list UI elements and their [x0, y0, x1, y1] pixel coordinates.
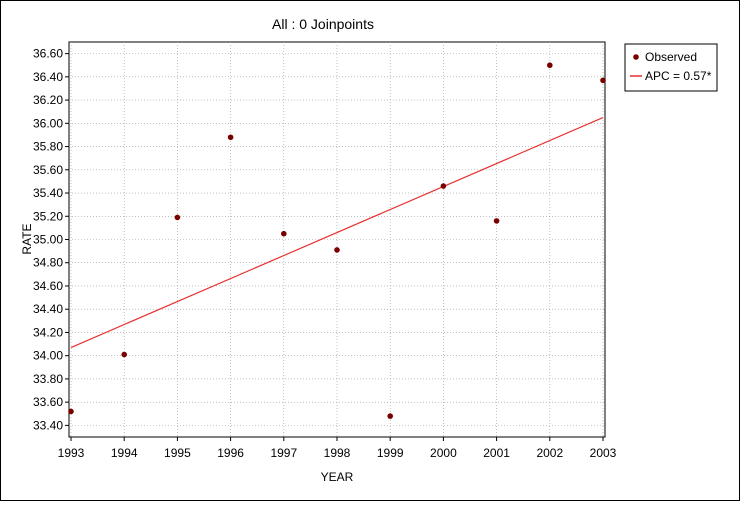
observed-point [493, 218, 500, 224]
x-tick-label: 1996 [217, 446, 244, 460]
y-tick-label: 33.40 [33, 418, 63, 432]
observed-point [387, 413, 394, 419]
apc-fit-line [70, 116, 604, 349]
x-axis-label: YEAR [321, 470, 354, 484]
y-tick-label: 34.00 [33, 349, 63, 363]
chart-title: All : 0 Joinpoints [272, 16, 374, 32]
y-tick-label: 35.00 [33, 233, 63, 247]
legend-box [624, 43, 718, 92]
y-tick-label: 36.40 [33, 70, 63, 84]
x-tick-label: 1997 [270, 446, 297, 460]
x-tick-label: 2001 [483, 446, 510, 460]
grid [69, 42, 605, 437]
x-tick-label: 1993 [58, 446, 85, 460]
y-axis: 33.40 33.60 33.80 34.00 34.20 34.40 34.60 34.80… [33, 47, 69, 432]
y-tick-label: 34.80 [33, 256, 63, 270]
x-tick-label: 1998 [324, 446, 351, 460]
y-tick-label: 35.80 [33, 140, 63, 154]
y-tick-label: 33.80 [33, 372, 63, 386]
chart-marks [68, 62, 606, 419]
legend-observed-label: Observed [645, 50, 697, 64]
y-tick-label: 35.20 [33, 209, 63, 223]
y-tick-label: 34.40 [33, 302, 63, 316]
legend-observed-marker [633, 54, 639, 60]
y-tick-label: 34.20 [33, 325, 63, 339]
x-axis: 1993 1994 1995 1996 1997 1998 1999 2000 2001 2002… [58, 437, 617, 460]
x-tick-label: 2000 [430, 446, 457, 460]
y-tick-label: 36.60 [33, 47, 63, 61]
legend: Observed APC = 0.57* [624, 43, 718, 92]
observed-point [174, 214, 181, 221]
legend-apc-label: APC = 0.57* [645, 69, 712, 83]
y-tick-label: 35.40 [33, 186, 63, 200]
x-tick-label: 2002 [536, 446, 563, 460]
observed-point [334, 247, 340, 253]
y-tick-label: 36.20 [33, 93, 63, 107]
observed-point [547, 62, 553, 69]
observed-point [68, 408, 74, 415]
observed-point [600, 77, 606, 84]
x-tick-label: 1999 [377, 446, 404, 460]
y-tick-label: 36.00 [33, 116, 63, 130]
observed-point [440, 183, 447, 189]
x-tick-label: 1995 [164, 446, 191, 460]
x-tick-label: 2003 [590, 446, 617, 460]
observed-point [281, 230, 287, 237]
y-tick-label: 34.60 [33, 279, 63, 293]
y-tick-label: 33.60 [33, 395, 63, 409]
observed-point [227, 134, 234, 141]
y-tick-label: 35.60 [33, 163, 63, 177]
y-axis-label: RATE [20, 223, 34, 254]
x-tick-label: 1994 [111, 446, 138, 460]
observed-point [121, 351, 127, 358]
